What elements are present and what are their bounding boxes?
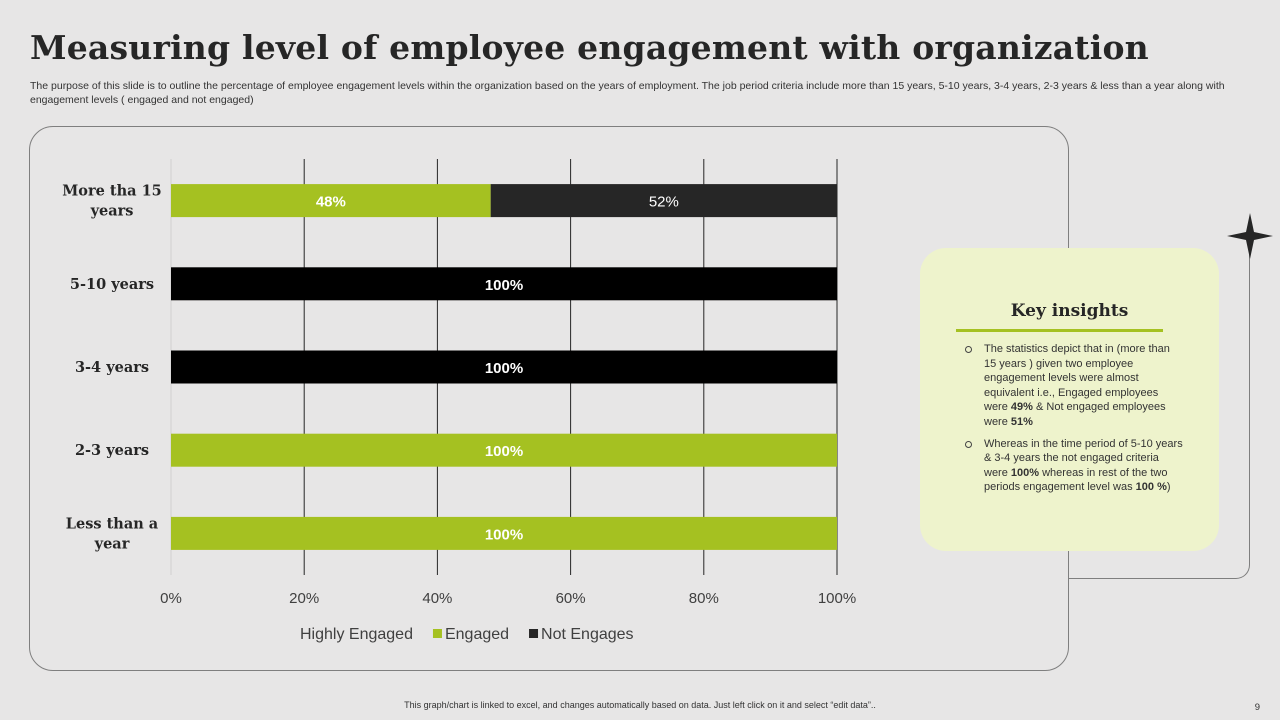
insight-text: Whereas in the time period of 5-10 years… bbox=[984, 437, 1183, 479]
insight-highlight: 100 % bbox=[1135, 481, 1167, 494]
bar-segment bbox=[490, 184, 837, 218]
legend-swatch bbox=[529, 629, 539, 638]
insight-text: ) bbox=[1166, 481, 1171, 494]
x-tick-label: 100% bbox=[818, 590, 856, 607]
insight-text: The statistics depict that in (more than… bbox=[984, 343, 1170, 414]
data-label: 100% bbox=[485, 443, 523, 460]
bar-segment bbox=[171, 433, 837, 467]
star-icon bbox=[1227, 213, 1273, 259]
key-insights-underline bbox=[956, 329, 1163, 332]
insight-highlight: 51% bbox=[1010, 415, 1033, 428]
key-insights-title: Key insights bbox=[1010, 301, 1129, 321]
y-category-label: More tha 15 years bbox=[62, 183, 162, 220]
x-tick-label: 40% bbox=[422, 590, 452, 607]
bar-segment bbox=[171, 267, 837, 301]
x-tick-label: 80% bbox=[689, 590, 719, 607]
bar-segment bbox=[171, 184, 491, 218]
insight-text: whereas in rest of the two periods engag… bbox=[984, 466, 1168, 494]
bar-segment bbox=[171, 350, 837, 384]
data-label: 100% bbox=[485, 277, 523, 294]
legend-swatch bbox=[432, 629, 442, 638]
key-insights-box: Key insights bbox=[920, 248, 1219, 551]
y-category-label: 3-4 years bbox=[75, 359, 149, 376]
circle-bullet-icon bbox=[965, 346, 972, 353]
data-label: 100% bbox=[485, 526, 523, 543]
slide-subtitle: The purpose of this slide is to outline … bbox=[30, 80, 1225, 106]
legend-label: Highly Engaged bbox=[300, 626, 413, 643]
page-number: 9 bbox=[1254, 702, 1260, 713]
data-label: 48% bbox=[316, 194, 346, 211]
insight-highlight: 49% bbox=[1010, 401, 1033, 414]
insight-item: Whereas in the time period of 5-10 years… bbox=[963, 437, 1183, 495]
y-category-label: 2-3 years bbox=[75, 442, 149, 459]
engagement-bar-chart[interactable]: 0% 20% 40% 60% 80% 100% More tha 15 years 48% 52%… bbox=[30, 127, 1070, 672]
insight-item: The statistics depict that in (more than… bbox=[963, 342, 1183, 430]
key-insights-list: The statistics depict that in (more than… bbox=[963, 342, 1183, 502]
x-tick-label: 20% bbox=[289, 590, 319, 607]
legend-label: Not Engages bbox=[541, 626, 634, 643]
footer-note: This graph/chart is linked to excel, and… bbox=[404, 700, 876, 710]
legend-label: Engaged bbox=[445, 626, 509, 643]
circle-bullet-icon bbox=[965, 440, 972, 448]
x-tick-label: 60% bbox=[556, 590, 586, 607]
x-tick-label: 0% bbox=[160, 590, 182, 607]
data-label: 52% bbox=[649, 194, 679, 211]
y-category-label: 5-10 years bbox=[70, 276, 154, 293]
bar-segment bbox=[171, 516, 837, 550]
insight-text: & Not engaged employees were bbox=[984, 401, 1166, 428]
data-label: 100% bbox=[485, 360, 523, 377]
y-category-label: Less than a year bbox=[66, 515, 159, 552]
insight-highlight: 100% bbox=[1010, 466, 1040, 479]
slide-title: Measuring level of employee engagement w… bbox=[30, 28, 1149, 67]
chart-panel: 0% 20% 40% 60% 80% 100% More tha 15 years 48% 52%… bbox=[29, 126, 1069, 671]
connector-line bbox=[1068, 245, 1250, 579]
